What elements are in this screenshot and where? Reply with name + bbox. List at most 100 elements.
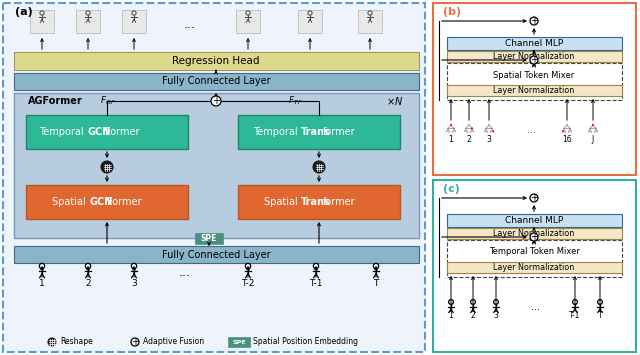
Text: $F_{GF}$: $F_{GF}$ xyxy=(100,95,116,107)
Bar xyxy=(30,10,54,33)
Text: Spatial: Spatial xyxy=(52,197,89,207)
Text: +: + xyxy=(530,232,538,242)
Text: ...: ... xyxy=(179,267,191,279)
Text: $\times N$: $\times N$ xyxy=(387,95,404,107)
Text: Temporal: Temporal xyxy=(39,127,87,137)
Text: ...: ... xyxy=(531,302,541,312)
Text: GCN: GCN xyxy=(89,197,113,207)
Text: T: T xyxy=(598,311,602,321)
Bar xyxy=(14,93,419,238)
Circle shape xyxy=(530,17,538,25)
Text: +: + xyxy=(212,96,220,106)
Text: (b): (b) xyxy=(443,7,461,17)
Text: T-1: T-1 xyxy=(309,279,323,288)
Text: Trans: Trans xyxy=(301,197,331,207)
Circle shape xyxy=(131,338,139,346)
Text: ...: ... xyxy=(527,125,536,135)
Circle shape xyxy=(48,338,56,346)
Text: +: + xyxy=(530,193,538,203)
Text: AGFormer: AGFormer xyxy=(28,96,83,106)
Text: Regression Head: Regression Head xyxy=(172,56,260,66)
Bar xyxy=(195,233,223,244)
Circle shape xyxy=(471,127,473,130)
Bar xyxy=(14,52,419,70)
Bar xyxy=(76,10,100,33)
Bar xyxy=(447,262,622,273)
Text: Reshape: Reshape xyxy=(60,338,93,346)
Bar xyxy=(433,3,636,175)
Bar xyxy=(447,63,622,100)
Text: T: T xyxy=(373,279,379,288)
Text: former: former xyxy=(323,127,356,137)
Text: Spatial: Spatial xyxy=(264,197,301,207)
Circle shape xyxy=(101,161,113,173)
Bar xyxy=(122,10,146,33)
Text: Adaptive Fusion: Adaptive Fusion xyxy=(143,338,204,346)
Text: Layer Normalization: Layer Normalization xyxy=(493,86,575,95)
Circle shape xyxy=(313,161,325,173)
Text: Fully Connected Layer: Fully Connected Layer xyxy=(162,250,270,260)
Circle shape xyxy=(530,194,538,202)
Bar xyxy=(3,3,425,352)
Bar xyxy=(26,115,188,149)
Circle shape xyxy=(562,130,564,132)
Text: SPE: SPE xyxy=(232,339,246,344)
Bar xyxy=(433,180,636,352)
Text: Fully Connected Layer: Fully Connected Layer xyxy=(162,76,270,87)
Bar xyxy=(238,115,400,149)
Text: Layer Normalization: Layer Normalization xyxy=(493,263,575,272)
Bar xyxy=(228,337,250,347)
Text: Trans: Trans xyxy=(301,127,331,137)
Text: Spatial Token Mixer: Spatial Token Mixer xyxy=(493,71,575,80)
Bar xyxy=(358,10,382,33)
Circle shape xyxy=(492,130,494,132)
Bar xyxy=(447,37,622,50)
Bar xyxy=(358,10,382,33)
Bar xyxy=(447,51,622,62)
Bar xyxy=(122,10,146,33)
Bar xyxy=(447,85,622,96)
Text: Former: Former xyxy=(107,197,141,207)
Text: Former: Former xyxy=(105,127,140,137)
Text: +: + xyxy=(530,16,538,26)
Text: Channel MLP: Channel MLP xyxy=(505,216,563,225)
Text: 2: 2 xyxy=(470,311,476,321)
Text: 2: 2 xyxy=(467,135,472,143)
Text: +: + xyxy=(131,337,139,347)
Bar xyxy=(238,185,400,219)
Bar xyxy=(14,246,419,263)
Bar xyxy=(30,10,54,33)
Circle shape xyxy=(211,96,221,106)
Text: $F_{TF}$: $F_{TF}$ xyxy=(287,95,302,107)
Text: T-2: T-2 xyxy=(241,279,255,288)
Text: 3: 3 xyxy=(493,311,499,321)
Bar xyxy=(298,10,322,33)
Circle shape xyxy=(450,124,452,126)
Text: 1: 1 xyxy=(449,311,453,321)
Text: T-1: T-1 xyxy=(570,311,580,321)
Text: 3: 3 xyxy=(131,279,137,288)
Text: former: former xyxy=(323,197,356,207)
Bar xyxy=(26,185,188,219)
Text: GCN: GCN xyxy=(87,127,110,137)
Bar xyxy=(298,10,322,33)
Text: 1: 1 xyxy=(39,279,45,288)
Text: Layer Normalization: Layer Normalization xyxy=(493,229,575,238)
Text: Spatial Position Embedding: Spatial Position Embedding xyxy=(253,338,358,346)
Text: Temporal Token Mixer: Temporal Token Mixer xyxy=(488,247,579,257)
Text: 3: 3 xyxy=(486,135,492,143)
Circle shape xyxy=(530,56,538,64)
Text: (a): (a) xyxy=(15,7,33,17)
Bar xyxy=(447,214,622,227)
Text: J: J xyxy=(592,135,594,143)
Text: Layer Normalization: Layer Normalization xyxy=(493,52,575,61)
Text: +: + xyxy=(530,55,538,65)
Text: Temporal: Temporal xyxy=(253,127,301,137)
Bar xyxy=(14,73,419,90)
Bar xyxy=(447,228,622,239)
Bar xyxy=(236,10,260,33)
Text: ...: ... xyxy=(184,18,196,32)
Text: 2: 2 xyxy=(85,279,91,288)
Text: 1: 1 xyxy=(449,135,453,143)
Text: (c): (c) xyxy=(443,184,460,194)
